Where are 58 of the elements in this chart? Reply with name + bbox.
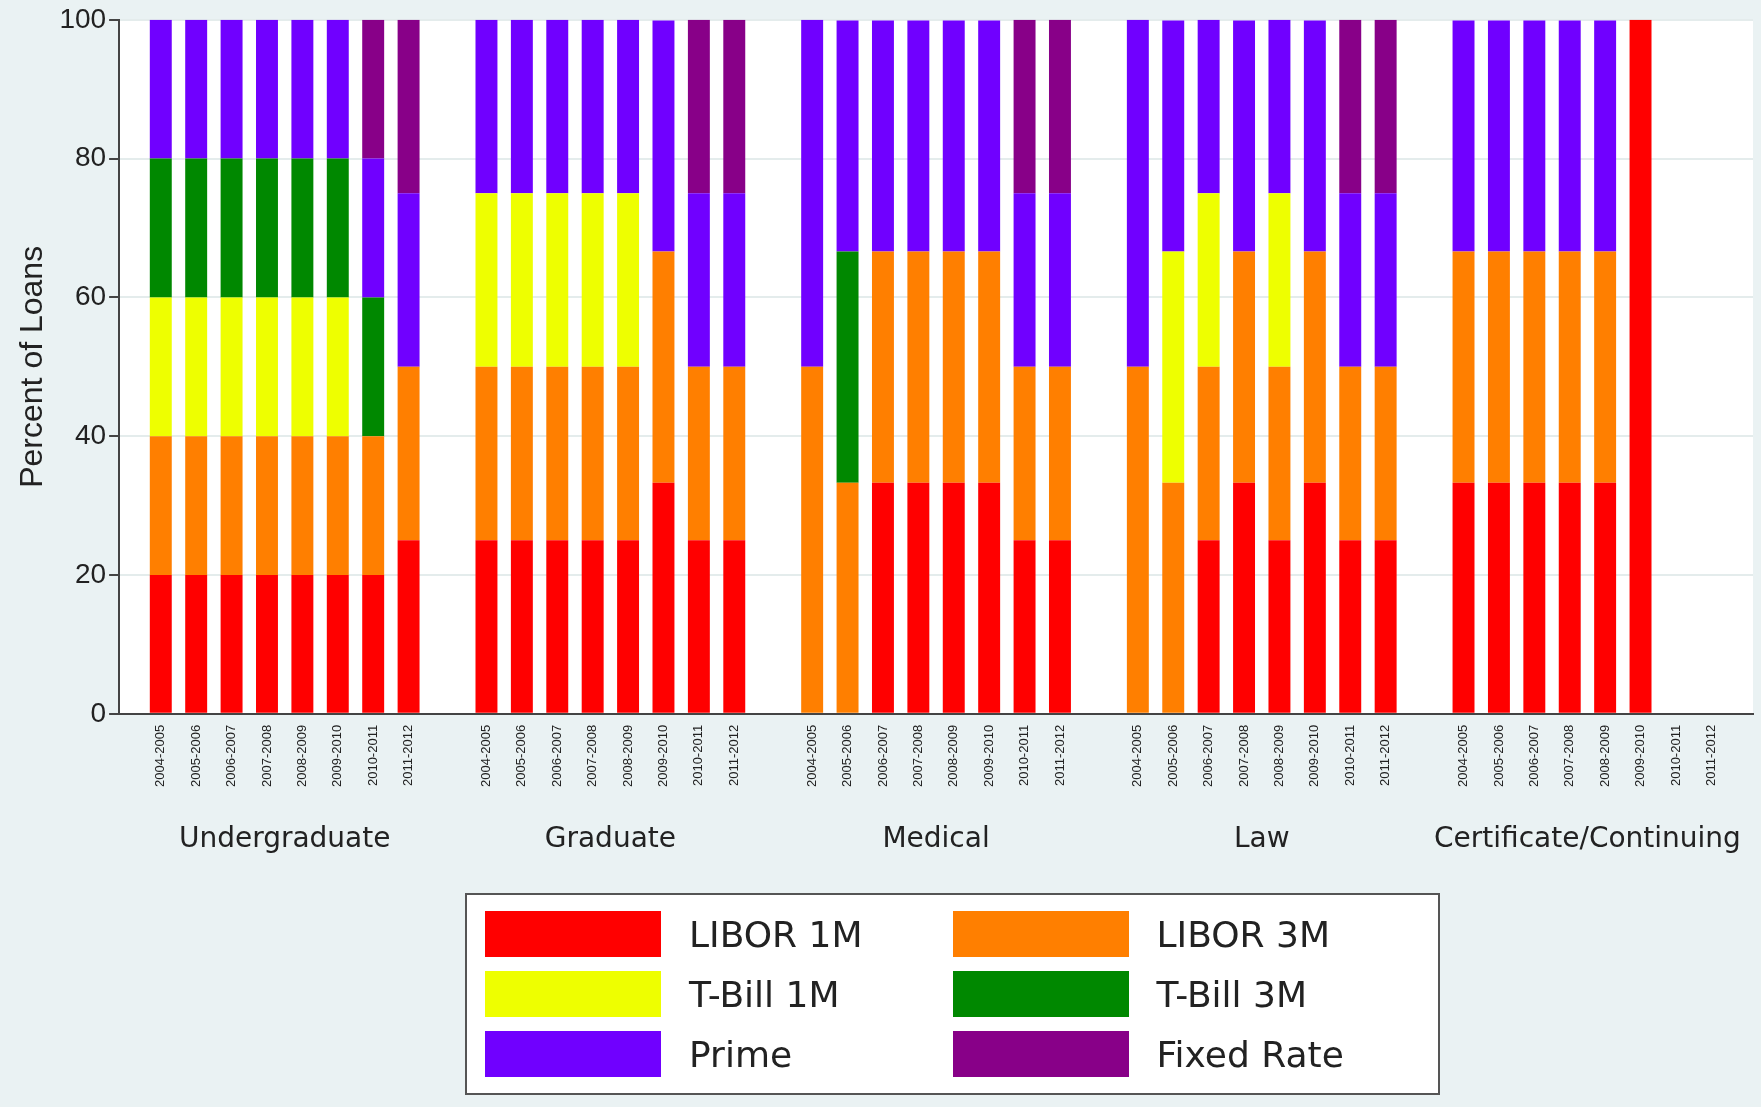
x-tick-label: 2007-2008 [909, 724, 925, 787]
x-tick-label: 2008-2009 [945, 724, 961, 787]
x-tick-label: 2006-2007 [874, 724, 890, 787]
x-tick-label: 2008-2009 [619, 724, 635, 787]
x-tick-label: 2004-2005 [1455, 724, 1471, 787]
legend-label: Prime [689, 1033, 793, 1075]
x-tick-label: 2005-2006 [513, 724, 529, 787]
x-tick-label: 2009-2010 [1632, 724, 1648, 787]
y-tick-label: 100 [59, 2, 107, 34]
x-tick-label: 2010-2011 [1341, 724, 1357, 787]
x-tick-label: 2006-2007 [1200, 724, 1216, 787]
y-tick-label: 60 [74, 280, 107, 312]
x-tick-label: 2008-2009 [1271, 724, 1287, 787]
x-tick-label: 2009-2010 [1306, 724, 1322, 787]
x-tick-label: 2004-2005 [1129, 724, 1145, 787]
text: Certificate/Continuing [1434, 821, 1741, 855]
x-tick-label: 2010-2011 [1016, 724, 1032, 787]
x-tick-label: 2006-2007 [548, 724, 564, 787]
x-tick-label: 2010-2011 [690, 724, 706, 787]
x-tick-label: 2007-2008 [584, 724, 600, 787]
x-tick-label: 2008-2009 [293, 724, 309, 787]
y-tick-label: 80 [74, 141, 107, 173]
x-tick-label: 2011-2012 [1377, 724, 1393, 787]
x-tick-label: 2009-2010 [329, 724, 345, 787]
legend-label: T-Bill 3M [1156, 973, 1308, 1015]
x-tick-label: 2004-2005 [803, 724, 819, 787]
x-tick-label: 2011-2012 [400, 724, 416, 787]
x-tick-label: 2006-2007 [1525, 724, 1541, 787]
text: Graduate [544, 821, 676, 855]
y-tick-label: 0 [90, 696, 107, 728]
y-axis-title: Percent of Loans [13, 245, 50, 488]
x-tick-label: 2008-2009 [1596, 724, 1612, 787]
x-tick-label: 2011-2012 [1051, 724, 1067, 787]
y-tick-label: 40 [74, 418, 107, 450]
y-tick-label: 20 [74, 557, 107, 589]
legend-label: T-Bill 1M [689, 973, 840, 1015]
x-tick-label: 2011-2012 [725, 724, 741, 787]
x-tick-label: 2009-2010 [655, 724, 671, 787]
legend-label: Fixed Rate [1156, 1033, 1344, 1075]
x-tick-label: 2007-2008 [1561, 724, 1577, 787]
x-tick-label: 2010-2011 [364, 724, 380, 787]
legend-label: LIBOR 1M [689, 913, 863, 955]
x-tick-label: 2006-2007 [223, 724, 239, 787]
x-tick-label: 2004-2005 [152, 724, 168, 787]
x-tick-label: 2005-2006 [839, 724, 855, 787]
x-tick-label: 2011-2012 [1702, 724, 1718, 787]
legend-label: LIBOR 3M [1156, 913, 1330, 955]
x-tick-label: 2005-2006 [187, 724, 203, 787]
x-tick-label: 2004-2005 [478, 724, 494, 787]
text: Undergraduate [178, 821, 391, 855]
x-tick-label: 2007-2008 [1235, 724, 1251, 787]
text: Medical [882, 821, 990, 855]
x-tick-label: 2009-2010 [980, 724, 996, 787]
text: Law [1233, 821, 1290, 855]
x-tick-label: 2005-2006 [1164, 724, 1180, 787]
x-tick-label: 2005-2006 [1490, 724, 1506, 787]
x-tick-label: 2010-2011 [1667, 724, 1683, 787]
x-tick-label: 2007-2008 [258, 724, 274, 787]
